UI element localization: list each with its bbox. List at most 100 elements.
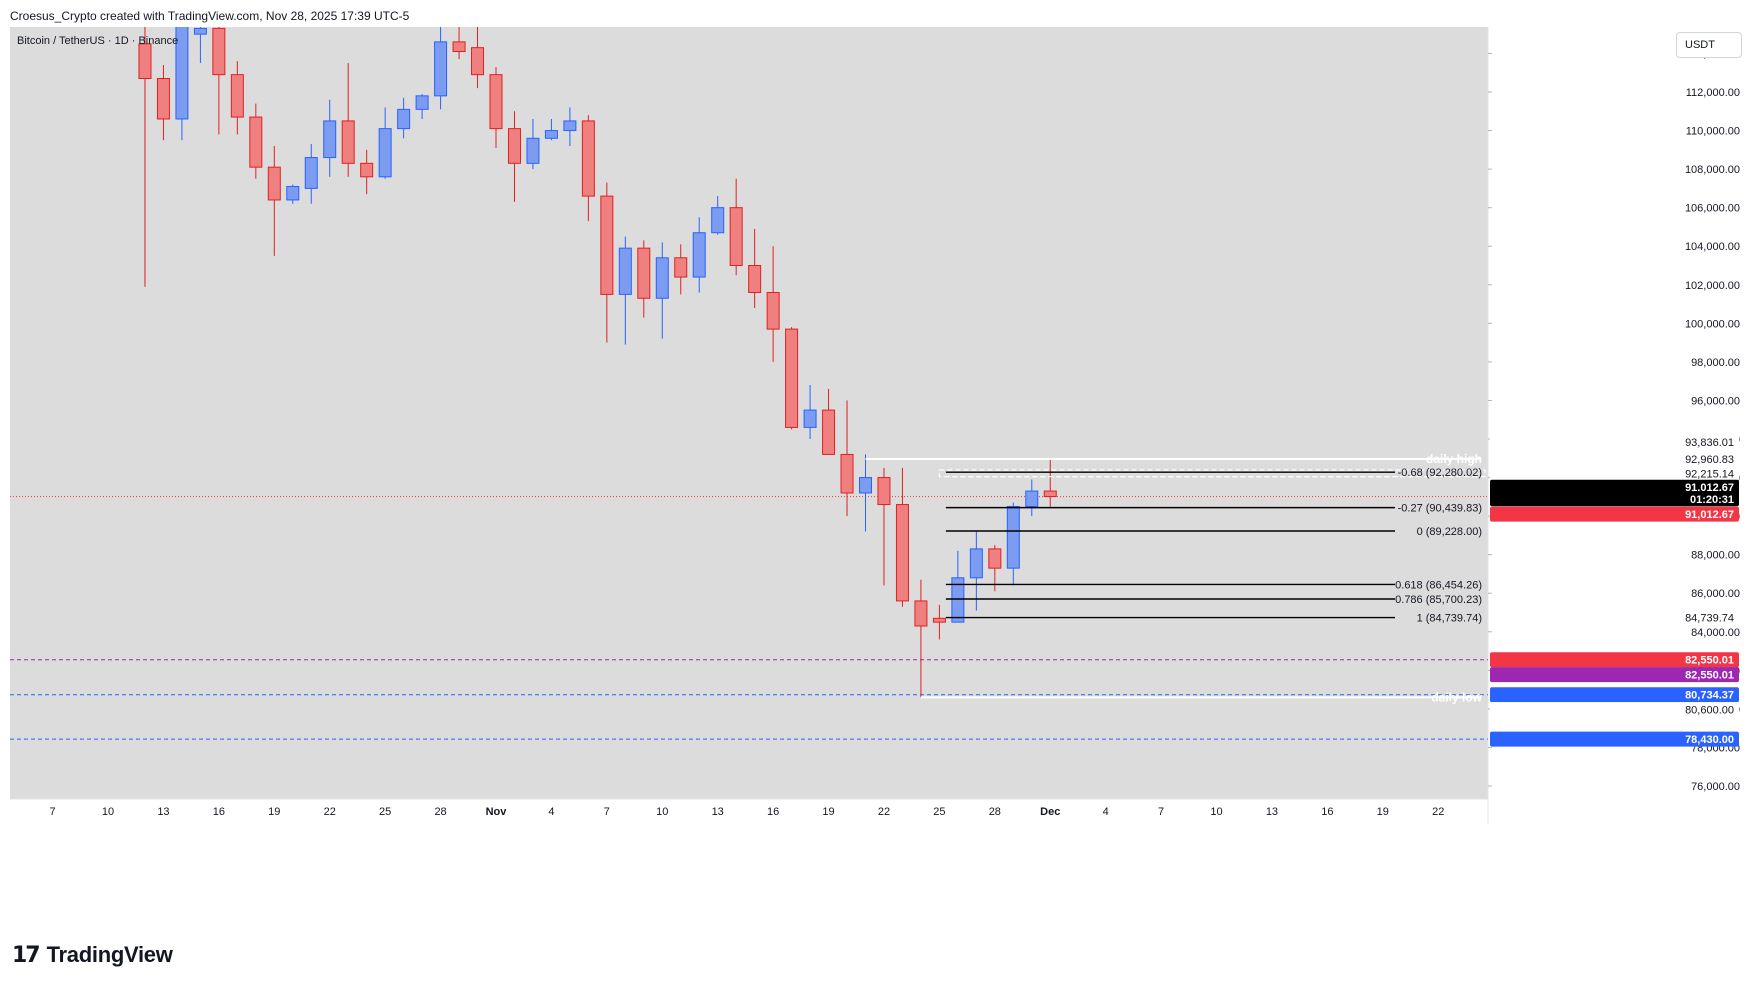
currency-selector[interactable]: USDT (1676, 32, 1742, 58)
chart-credit: Croesus_Crypto created with TradingView.… (10, 9, 410, 23)
candle-body[interactable] (138, 43, 152, 80)
price-tag[interactable] (1490, 506, 1739, 522)
candle-body[interactable] (914, 600, 928, 627)
price-tag-label: 82,550.01 (1685, 670, 1734, 682)
x-tick-label: 4 (548, 806, 554, 818)
candle-body[interactable] (748, 265, 762, 293)
y-tick-label: 88,000.00 (1691, 550, 1740, 562)
x-tick-label: 13 (157, 806, 169, 818)
candle-body[interactable] (969, 548, 983, 579)
candle-body[interactable] (803, 409, 817, 428)
candle-body[interactable] (489, 74, 503, 130)
time-axis[interactable] (10, 799, 1488, 824)
candle-body[interactable] (637, 247, 651, 299)
tradingview-logo[interactable]: 17 TradingView (12, 942, 173, 968)
candle-body[interactable] (859, 477, 872, 494)
candle-body[interactable] (304, 157, 318, 189)
price-tag[interactable] (1490, 451, 1739, 467)
candle-body[interactable] (471, 47, 485, 76)
price-tag[interactable] (1490, 687, 1739, 703)
x-tick-label: 10 (656, 806, 668, 818)
candle-body[interactable] (951, 577, 965, 623)
price-tag[interactable] (1490, 479, 1739, 495)
candle-body[interactable] (1025, 490, 1039, 507)
x-tick-label: 16 (1321, 806, 1333, 818)
candle-body[interactable] (452, 41, 466, 53)
y-tick-label: 110,000.00 (1686, 126, 1740, 138)
fib-level-label: 0.618 (86,454.26) (1395, 579, 1482, 591)
y-tick-label: 112,000.00 (1686, 87, 1740, 99)
price-tag[interactable] (1490, 434, 1739, 450)
price-tag-label: 80,734.37 (1685, 690, 1734, 702)
candle-body[interactable] (895, 504, 909, 602)
candle-body[interactable] (1006, 505, 1020, 569)
candle-body[interactable] (618, 247, 632, 295)
candle-body[interactable] (674, 257, 688, 278)
x-tick-label: 28 (989, 806, 1001, 818)
candle-body[interactable] (840, 453, 854, 494)
price-tag-label: 80,600.00 (1685, 705, 1734, 717)
candle-body[interactable] (507, 128, 521, 164)
y-tick-label: 104,000.00 (1685, 241, 1740, 253)
candle-body[interactable] (415, 95, 429, 110)
x-tick-label: Nov (486, 806, 508, 818)
candle-body[interactable] (581, 120, 595, 197)
x-tick-label: 10 (102, 806, 114, 818)
candle-body[interactable] (600, 195, 614, 295)
candle-body[interactable] (230, 74, 244, 118)
candle-body[interactable] (249, 116, 263, 168)
candle-body[interactable] (877, 477, 891, 506)
candle-body[interactable] (341, 120, 355, 164)
price-chart[interactable]: daily high daily low -0.68 (92,280.02) -0.2… (10, 27, 1747, 924)
candle-body[interactable] (563, 120, 577, 132)
price-tag[interactable] (1490, 491, 1739, 507)
price-tag[interactable] (1490, 731, 1739, 747)
fib-level-label: 0 (89,228.00) (1417, 526, 1482, 538)
candle-body[interactable] (1043, 490, 1057, 498)
price-tag[interactable] (1490, 702, 1739, 718)
symbol-label[interactable]: Bitcoin / TetherUS · 1D · Binance (17, 35, 179, 47)
y-tick-label: 98,000.00 (1691, 357, 1740, 369)
x-tick-label: 25 (933, 806, 945, 818)
price-tag-label: 82,550.01 (1685, 655, 1734, 667)
candle-body[interactable] (156, 78, 170, 120)
chart-frame[interactable]: daily high daily low -0.68 (92,280.02) -0.2… (10, 27, 1747, 924)
price-tag-label: 78,430.00 (1685, 734, 1734, 746)
price-tag[interactable] (1490, 610, 1739, 626)
fib-level-label: -0.68 (92,280.02) (1398, 467, 1482, 479)
y-tick-label: 100,000.00 (1685, 318, 1740, 330)
price-tag[interactable] (1490, 652, 1739, 668)
y-tick-label: 106,000.00 (1685, 203, 1740, 215)
x-tick-label: 13 (1266, 806, 1278, 818)
y-tick-label: 102,000.00 (1685, 280, 1740, 292)
candle-body[interactable] (175, 27, 189, 120)
candle-body[interactable] (711, 207, 725, 234)
candle-body[interactable] (544, 130, 558, 139)
candle-body[interactable] (323, 120, 337, 159)
price-tag-label: 92,960.83 (1685, 454, 1734, 466)
candle-body[interactable] (766, 291, 780, 330)
candle-body[interactable] (822, 409, 836, 455)
x-tick-label: 22 (878, 806, 890, 818)
candle-body[interactable] (932, 617, 946, 623)
candle-body[interactable] (785, 328, 799, 428)
candle-body[interactable] (988, 548, 1002, 569)
candle-body[interactable] (360, 162, 374, 178)
candle-body[interactable] (729, 207, 743, 267)
candle-body[interactable] (378, 128, 392, 178)
candle-body[interactable] (193, 27, 207, 35)
candle-body[interactable] (526, 137, 540, 164)
candle-body[interactable] (397, 108, 411, 130)
x-tick-label: 13 (712, 806, 724, 818)
x-tick-label: 7 (604, 806, 610, 818)
candle-body[interactable] (286, 185, 300, 201)
candle-body[interactable] (212, 27, 226, 76)
price-tag[interactable] (1490, 465, 1739, 481)
price-tag-label: 91,012.67 (1685, 509, 1734, 521)
candle-body[interactable] (434, 41, 448, 97)
price-tag[interactable] (1490, 667, 1739, 683)
plot-area[interactable] (10, 27, 1488, 799)
candle-body[interactable] (692, 232, 706, 278)
candle-body[interactable] (655, 257, 669, 299)
candle-body[interactable] (267, 166, 281, 201)
